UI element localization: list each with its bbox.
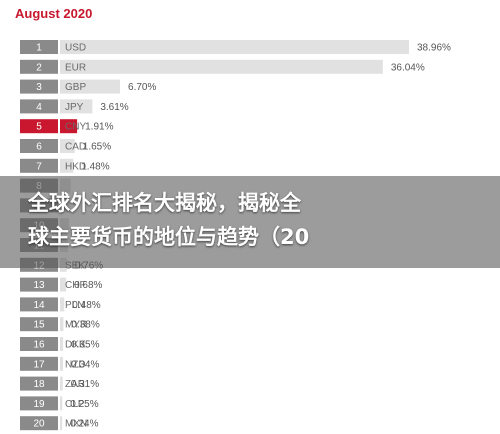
rank-label: 13 (33, 280, 45, 291)
value-label: 0.25% (70, 399, 98, 410)
rank-box (20, 297, 58, 312)
bar (60, 277, 67, 292)
rank-box (20, 356, 58, 371)
rank-box (20, 416, 58, 431)
currency-label: MXN (65, 419, 87, 430)
value-label: 3.61% (100, 102, 128, 113)
bar (60, 297, 65, 312)
value-label: 1.65% (83, 142, 111, 153)
bar (60, 376, 63, 391)
rank-box (20, 119, 58, 134)
bar (60, 337, 64, 351)
currency-label: GBP (65, 82, 86, 93)
currency-label: DKK (65, 340, 86, 351)
currency-label: USD (65, 43, 86, 54)
currency-label: PLN (65, 300, 84, 311)
rank-label: 6 (36, 142, 42, 153)
rank-box (20, 59, 58, 74)
rank-box (20, 396, 58, 411)
rank-label: 7 (36, 161, 42, 172)
rank-label: 3 (36, 82, 42, 93)
rank-label: 4 (36, 102, 42, 113)
currency-label: CLP (65, 399, 85, 410)
value-label: 0.38% (71, 320, 99, 331)
title-overlay-banner: 全球外汇排名大揭秘，揭秘全 球主要货币的地位与趋势（20 (0, 176, 500, 268)
value-label: 0.24% (70, 419, 98, 430)
value-label: 1.48% (81, 161, 109, 172)
rank-label: 17 (33, 359, 45, 370)
rank-label: 19 (33, 399, 45, 410)
bar (60, 119, 78, 134)
bar (60, 79, 121, 94)
value-label: 6.70% (128, 82, 156, 93)
bar (60, 139, 75, 153)
rank-label: 16 (33, 340, 45, 351)
rank-box (20, 277, 58, 292)
bar (60, 40, 409, 54)
value-label: 38.96% (417, 43, 451, 54)
rank-label: 1 (36, 43, 42, 54)
overlay-title-line-1: 全球外汇排名大揭秘，揭秘全 (28, 191, 301, 215)
bar (60, 99, 93, 114)
value-label: 0.31% (71, 379, 99, 390)
bar (60, 59, 383, 74)
rank-label: 5 (36, 122, 42, 133)
bar (60, 158, 74, 173)
rank-label: 18 (33, 379, 45, 390)
bar (60, 317, 64, 332)
currency-label: MYR (65, 320, 87, 331)
overlay-title-text: 全球外汇排名大揭秘，揭秘全 球主要货币的地位与趋势（20 (28, 186, 500, 254)
value-label: 36.04% (391, 62, 425, 73)
value-label: 1.91% (85, 122, 113, 133)
bar (60, 396, 63, 411)
currency-label: CAD (65, 142, 86, 153)
value-label: 0.68% (74, 280, 102, 291)
rank-label: 20 (33, 419, 45, 430)
rank-box (20, 79, 58, 94)
overlay-title-line-2: 球主要货币的地位与趋势（20 (28, 225, 310, 249)
currency-label: CNY (65, 122, 86, 133)
currency-label: NZD (65, 359, 86, 370)
rank-box (20, 40, 58, 54)
chart-title: August 2020 (15, 6, 93, 21)
rank-box (20, 158, 58, 173)
rank-box (20, 99, 58, 114)
rank-box (20, 337, 58, 351)
rank-label: 2 (36, 62, 42, 73)
rank-label: 15 (33, 320, 45, 331)
currency-label: HKD (65, 161, 86, 172)
currency-label: ZAR (65, 379, 85, 390)
value-label: 0.48% (72, 300, 100, 311)
rank-box (20, 317, 58, 332)
bar (60, 356, 64, 371)
currency-label: CHF (65, 280, 86, 291)
rank-box (20, 376, 58, 391)
rank-label: 14 (33, 300, 45, 311)
currency-label: EUR (65, 62, 86, 73)
value-label: 0.34% (71, 359, 99, 370)
rank-box (20, 139, 58, 153)
bar (60, 416, 63, 431)
currency-label: JPY (65, 102, 84, 113)
value-label: 0.35% (71, 340, 99, 351)
